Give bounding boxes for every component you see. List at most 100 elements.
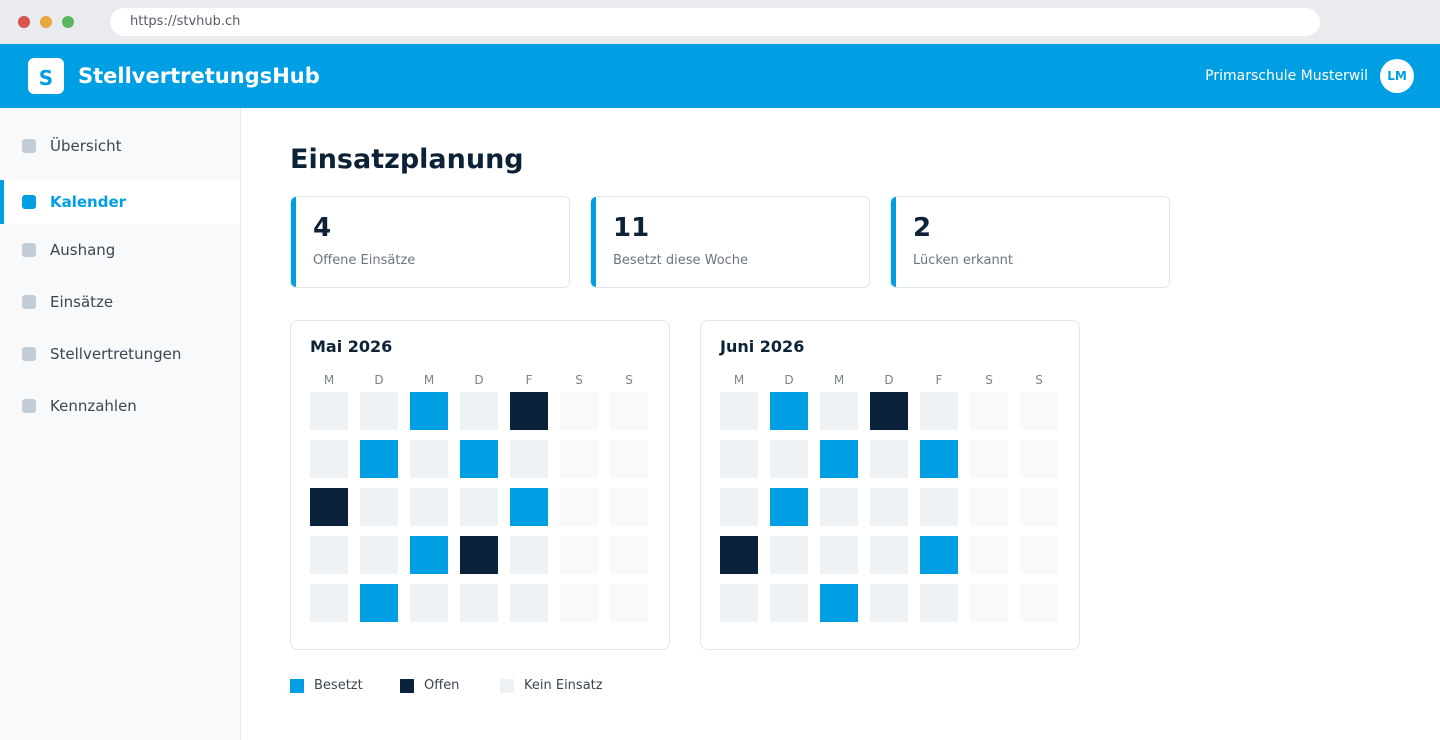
calendar-day-weekend[interactable] — [1020, 536, 1058, 574]
calendar-day-weekend[interactable] — [970, 584, 1008, 622]
calendar-day-empty[interactable] — [310, 584, 348, 622]
legend-swatch — [400, 679, 414, 693]
stat-value: 11 — [613, 213, 650, 243]
app-brand[interactable]: StellvertretungsHub — [78, 64, 320, 88]
weekday-label: D — [784, 373, 794, 387]
sidebar-item-kennzahlen[interactable]: Kennzahlen — [0, 384, 240, 428]
calendar-day-empty[interactable] — [870, 488, 908, 526]
calendar-day-empty[interactable] — [720, 440, 758, 478]
calendar-day-empty[interactable] — [870, 584, 908, 622]
calendar-day-empty[interactable] — [360, 392, 398, 430]
calendar-day-weekend[interactable] — [970, 488, 1008, 526]
calendar-day-empty[interactable] — [770, 536, 808, 574]
calendar-day-empty[interactable] — [460, 488, 498, 526]
window-close-button[interactable] — [18, 16, 30, 28]
calendar-day-empty[interactable] — [920, 392, 958, 430]
calendar-june: Juni 2026 M D M D F S S — [700, 320, 1080, 650]
sidebar-item-einsaetze[interactable]: Einsätze — [0, 280, 240, 324]
calendar-day-weekend[interactable] — [560, 488, 598, 526]
calendar-day-weekend[interactable] — [970, 392, 1008, 430]
calendar-day-weekend[interactable] — [1020, 440, 1058, 478]
calendar-day-weekend[interactable] — [560, 440, 598, 478]
sidebar: Übersicht Kalender Aushang Einsätze Stel… — [0, 108, 241, 740]
calendar-day-weekend[interactable] — [560, 584, 598, 622]
calendar-day-empty[interactable] — [820, 392, 858, 430]
calendar-day-weekend[interactable] — [610, 392, 648, 430]
calendar-day-open[interactable] — [460, 536, 498, 574]
calendar-day-open[interactable] — [870, 392, 908, 430]
calendar-day-weekend[interactable] — [970, 536, 1008, 574]
calendar-day-empty[interactable] — [410, 584, 448, 622]
calendar-day-weekend[interactable] — [1020, 488, 1058, 526]
calendar-day-booked[interactable] — [510, 488, 548, 526]
square-icon — [22, 195, 36, 209]
calendar-day-empty[interactable] — [310, 440, 348, 478]
calendar-day-booked[interactable] — [460, 440, 498, 478]
calendar-day-weekend[interactable] — [610, 536, 648, 574]
calendar-day-empty[interactable] — [310, 536, 348, 574]
calendar-day-empty[interactable] — [720, 584, 758, 622]
calendar-day-empty[interactable] — [920, 584, 958, 622]
calendar-day-booked[interactable] — [770, 488, 808, 526]
calendar-day-empty[interactable] — [870, 440, 908, 478]
sidebar-item-aushang[interactable]: Aushang — [0, 228, 240, 272]
calendar-day-booked[interactable] — [920, 536, 958, 574]
calendar-day-empty[interactable] — [720, 392, 758, 430]
calendar-day-weekend[interactable] — [610, 488, 648, 526]
sidebar-item-uebersicht[interactable]: Übersicht — [0, 124, 240, 168]
calendar-day-empty[interactable] — [720, 488, 758, 526]
stat-card-luecken[interactable]: 2 Lücken erkannt — [890, 196, 1170, 288]
calendar-day-empty[interactable] — [460, 584, 498, 622]
weekday-label: M — [323, 373, 335, 387]
calendar-month-title: Juni 2026 — [720, 337, 805, 356]
calendar-day-empty[interactable] — [360, 536, 398, 574]
sidebar-item-stellvertretungen[interactable]: Stellvertretungen — [0, 332, 240, 376]
calendar-day-weekend[interactable] — [1020, 392, 1058, 430]
calendar-day-empty[interactable] — [410, 440, 448, 478]
calendar-day-booked[interactable] — [820, 440, 858, 478]
sidebar-item-kalender[interactable]: Kalender — [0, 180, 240, 224]
calendar-day-empty[interactable] — [920, 488, 958, 526]
calendar-day-empty[interactable] — [770, 440, 808, 478]
stat-card-offene-einsaetze[interactable]: 4 Offene Einsätze — [290, 196, 570, 288]
school-name: Primarschule Musterwil — [1205, 68, 1368, 84]
calendar-day-open[interactable] — [510, 392, 548, 430]
calendar-day-empty[interactable] — [870, 536, 908, 574]
legend-swatch — [290, 679, 304, 693]
window-maximize-button[interactable] — [62, 16, 74, 28]
calendar-day-weekend[interactable] — [610, 440, 648, 478]
calendar-day-booked[interactable] — [360, 584, 398, 622]
legend-label: Besetzt — [314, 678, 363, 693]
calendar-day-booked[interactable] — [770, 392, 808, 430]
calendar-day-booked[interactable] — [360, 440, 398, 478]
calendar-day-weekend[interactable] — [970, 440, 1008, 478]
calendar-day-booked[interactable] — [820, 584, 858, 622]
calendar-day-empty[interactable] — [820, 488, 858, 526]
calendar-day-weekend[interactable] — [610, 584, 648, 622]
calendar-day-empty[interactable] — [510, 440, 548, 478]
calendar-day-empty[interactable] — [510, 536, 548, 574]
calendar-day-weekend[interactable] — [1020, 584, 1058, 622]
calendar-day-empty[interactable] — [310, 392, 348, 430]
window-minimize-button[interactable] — [40, 16, 52, 28]
address-bar[interactable]: https://stvhub.ch — [110, 8, 1320, 36]
calendar-day-empty[interactable] — [820, 536, 858, 574]
calendar-day-empty[interactable] — [460, 392, 498, 430]
calendar-day-booked[interactable] — [410, 536, 448, 574]
calendar-day-booked[interactable] — [410, 392, 448, 430]
weekday-label: M — [733, 373, 745, 387]
calendar-day-empty[interactable] — [360, 488, 398, 526]
calendar-day-empty[interactable] — [770, 584, 808, 622]
calendar-day-weekend[interactable] — [560, 536, 598, 574]
calendar-day-weekend[interactable] — [560, 392, 598, 430]
calendar-day-empty[interactable] — [510, 584, 548, 622]
calendar-day-open[interactable] — [310, 488, 348, 526]
user-avatar[interactable]: LM — [1380, 59, 1414, 93]
app-logo[interactable]: S — [28, 58, 64, 94]
stat-card-besetzt[interactable]: 11 Besetzt diese Woche — [590, 196, 870, 288]
calendar-day-open[interactable] — [720, 536, 758, 574]
calendar-day-booked[interactable] — [920, 440, 958, 478]
stat-value: 4 — [313, 213, 332, 243]
stat-label: Offene Einsätze — [313, 253, 416, 268]
calendar-day-empty[interactable] — [410, 488, 448, 526]
